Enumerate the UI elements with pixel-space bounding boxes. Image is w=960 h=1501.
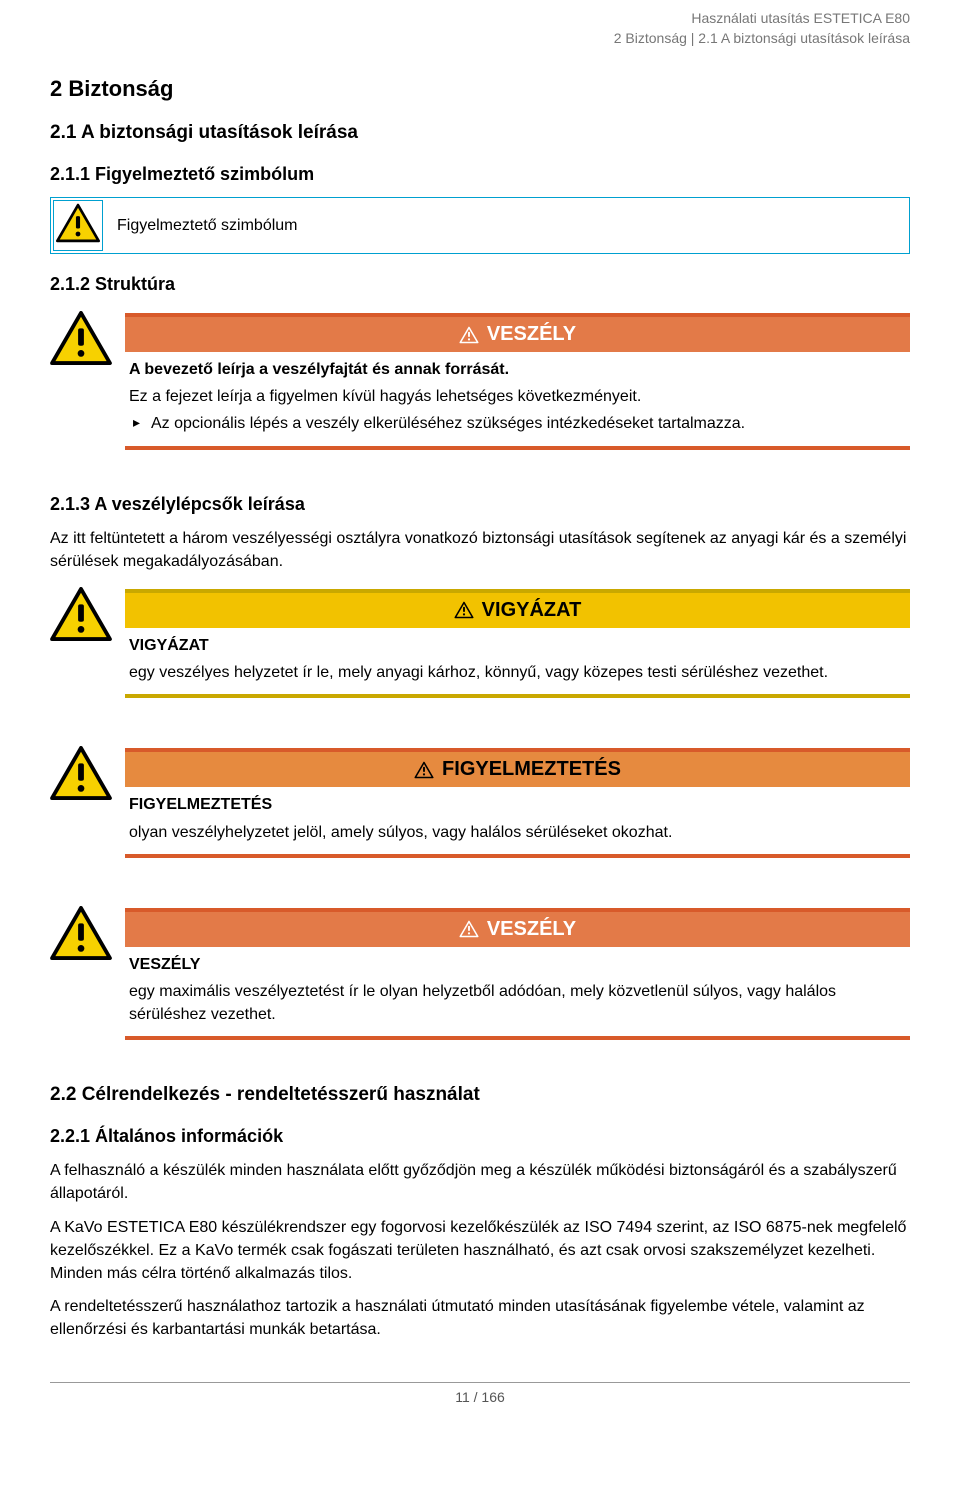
warning-triangle-icon (50, 906, 112, 960)
alert-caution: VIGYÁZAT VIGYÁZAT egy veszélyes helyzete… (125, 589, 910, 698)
alert-triangle-icon (454, 601, 474, 619)
heading-2-1-1: 2.1.1 Figyelmeztető szimbólum (50, 164, 910, 185)
warning-triangle-icon (50, 746, 112, 800)
symbol-definition-box: Figyelmeztető szimbólum (50, 197, 910, 254)
alert-triangle-icon (414, 761, 434, 779)
heading-2: 2 Biztonság (50, 76, 910, 102)
breadcrumb: 2 Biztonság | 2.1 A biztonsági utasításo… (50, 30, 910, 46)
heading-2-2-1: 2.2.1 Általános információk (50, 1126, 910, 1147)
alert-danger: VESZÉLY A bevezető leírja a veszélyfajtá… (125, 313, 910, 450)
heading-2-1-2: 2.1.2 Struktúra (50, 274, 910, 295)
alert-triangle-icon (459, 326, 479, 344)
alert-warning: FIGYELMEZTETÉS FIGYELMEZTETÉS olyan vesz… (125, 748, 910, 857)
heading-2-1-3: 2.1.3 A veszélylépcsők leírása (50, 494, 910, 515)
warning-triangle-icon (50, 311, 112, 365)
alert-note: egy veszélyes helyzetet ír le, mely anya… (129, 661, 906, 684)
alert-bar-label: VESZÉLY (487, 323, 576, 346)
alert-lead: VESZÉLY (129, 953, 906, 976)
page-number: 11 / 166 (50, 1382, 910, 1405)
heading-2-2: 2.2 Célrendelkezés - rendeltetésszerű ha… (50, 1084, 910, 1106)
alert-bar-label: VESZÉLY (487, 918, 576, 941)
alert-lead: A bevezető leírja a veszélyfajtát és ann… (129, 358, 906, 381)
paragraph: Az itt feltüntetett a három veszélyesség… (50, 527, 910, 573)
paragraph: A KaVo ESTETICA E80 készülékrendszer egy… (50, 1216, 910, 1286)
alert-bar-label: VIGYÁZAT (482, 599, 582, 622)
alert-triangle-icon (459, 920, 479, 938)
paragraph: A rendeltetésszerű használathoz tartozik… (50, 1295, 910, 1341)
warning-block: FIGYELMEZTETÉS FIGYELMEZTETÉS olyan vesz… (50, 742, 910, 877)
alert-bullet: Az opcionális lépés a veszély elkerülésé… (129, 412, 906, 435)
alert-bar-label: FIGYELMEZTETÉS (442, 758, 621, 781)
alert-danger: VESZÉLY VESZÉLY egy maximális veszélyezt… (125, 908, 910, 1041)
alert-note: egy maximális veszélyeztetést ír le olya… (129, 980, 906, 1026)
alert-lead: FIGYELMEZTETÉS (129, 793, 906, 816)
warning-triangle-icon (53, 200, 103, 251)
symbol-box-label: Figyelmeztető szimbólum (117, 217, 298, 235)
doc-title: Használati utasítás ESTETICA E80 (50, 10, 910, 26)
alert-note: olyan veszélyhelyzetet jelöl, amely súly… (129, 821, 906, 844)
danger-block: VESZÉLY VESZÉLY egy maximális veszélyezt… (50, 902, 910, 1061)
alert-note: Ez a fejezet leírja a figyelmen kívül ha… (129, 385, 906, 408)
structure-block: VESZÉLY A bevezető leírja a veszélyfajtá… (50, 307, 910, 470)
caution-block: VIGYÁZAT VIGYÁZAT egy veszélyes helyzete… (50, 583, 910, 718)
heading-2-1: 2.1 A biztonsági utasítások leírása (50, 122, 910, 144)
paragraph: A felhasználó a készülék minden használa… (50, 1159, 910, 1205)
warning-triangle-icon (50, 587, 112, 641)
page-header: Használati utasítás ESTETICA E80 2 Bizto… (50, 10, 910, 46)
alert-lead: VIGYÁZAT (129, 634, 906, 657)
